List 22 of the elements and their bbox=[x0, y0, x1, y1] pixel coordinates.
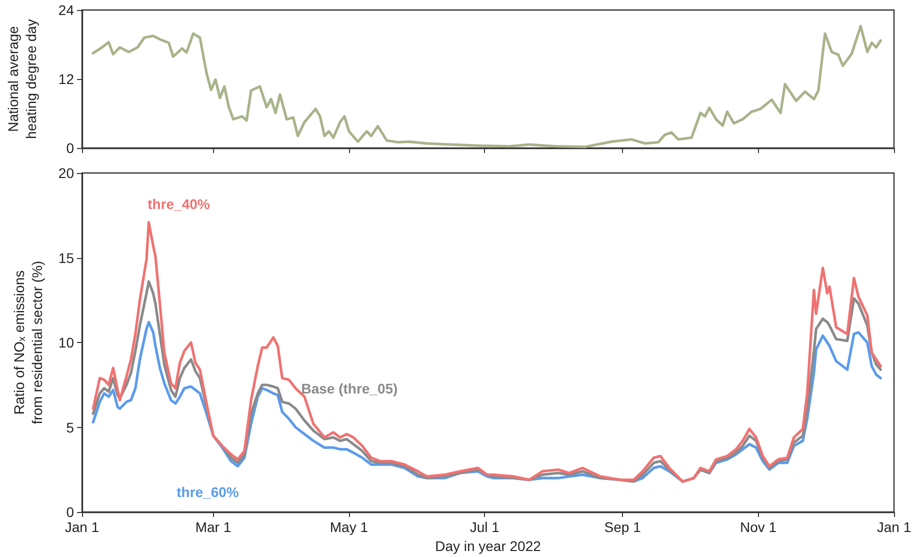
x-tick-label: Jan 1 bbox=[64, 519, 100, 535]
line-series bbox=[92, 220, 882, 483]
y-axis-title: National average heating degree day bbox=[5, 19, 39, 139]
x-axis-title: Day in year 2022 bbox=[435, 538, 542, 554]
y-tick-label: 10 bbox=[58, 334, 74, 350]
x-tick-label: Jan 1 bbox=[876, 519, 912, 535]
x-tick-label: Mar 1 bbox=[195, 519, 232, 535]
y-tick-label: 0 bbox=[66, 504, 74, 520]
x-tick-label: Sep 1 bbox=[604, 519, 642, 535]
line-series bbox=[92, 24, 882, 148]
y-tick-label: 15 bbox=[58, 250, 74, 266]
y-tick-label: 24 bbox=[58, 2, 74, 18]
y-tick-label: 0 bbox=[66, 140, 74, 156]
y-tick-label: 20 bbox=[58, 165, 74, 181]
x-tick-label: Nov 1 bbox=[740, 519, 777, 535]
series-label: thre_40% bbox=[148, 196, 210, 212]
x-tick-label: Jul 1 bbox=[470, 519, 500, 535]
y-tick-label: 5 bbox=[66, 419, 74, 436]
x-tick-label: May 1 bbox=[330, 519, 368, 535]
series-label: Base (thre_05) bbox=[301, 380, 398, 396]
y-tick-label: 12 bbox=[58, 71, 74, 87]
series-label: thre_60% bbox=[176, 484, 240, 500]
